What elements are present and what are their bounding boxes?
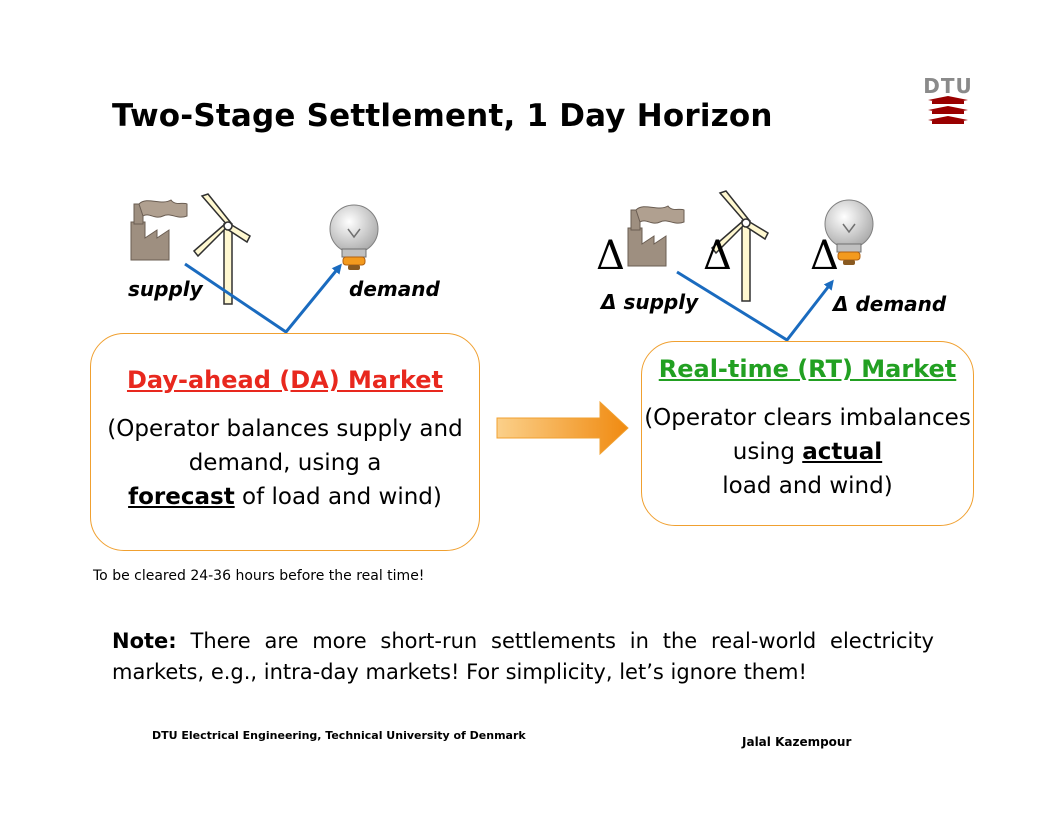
footer-institution: DTU Electrical Engineering, Technical Un… (152, 729, 526, 742)
dtu-logo-text: DTU (923, 74, 973, 98)
page-title: Two-Stage Settlement, 1 Day Horizon (112, 98, 773, 134)
footer-author: Jalal Kazempour (742, 735, 852, 749)
real-time-body-bold: actual (802, 439, 883, 465)
real-time-market-title: Real-time (RT) Market (658, 355, 957, 383)
day-ahead-body-post: of load and wind) (242, 484, 442, 510)
left-light-bulb-icon (329, 204, 379, 271)
delta-demand-symbol: Δ (810, 233, 839, 279)
delta-wind-symbol: Δ (703, 233, 732, 279)
delta-supply-factory-symbol: Δ (596, 233, 625, 279)
note-label: Note: (112, 629, 177, 653)
left-factory-icon (130, 199, 188, 261)
note-text: There are more short-run settlements in … (112, 629, 934, 684)
day-ahead-market-description: (Operator balances supply and demand, us… (91, 412, 479, 514)
real-time-body-pre: (Operator clears imbalances using (644, 405, 971, 465)
timing-note: To be cleared 24-36 hours before the rea… (93, 568, 425, 584)
left-supply-label: supply (128, 277, 203, 301)
day-ahead-market-box: Day-ahead (DA) Market (Operator balances… (90, 333, 480, 551)
real-time-body-post: load and wind) (722, 473, 893, 499)
dtu-logo-stripes (928, 96, 968, 124)
right-factory-icon (627, 205, 685, 267)
real-time-market-box: Real-time (RT) Market (Operator clears i… (641, 341, 974, 526)
real-time-market-description: (Operator clears imbalances using actual… (642, 401, 973, 503)
day-ahead-market-title: Day-ahead (DA) Market (126, 366, 444, 394)
day-ahead-body-pre: (Operator balances supply and demand, us… (107, 416, 463, 476)
day-ahead-body-bold: forecast (128, 484, 235, 510)
delta-supply-label: Δ supply (601, 290, 699, 314)
right-arrow-icon (496, 400, 629, 456)
delta-demand-label: Δ demand (833, 292, 947, 316)
left-supply-demand-arrow (184, 262, 342, 335)
right-supply-demand-arrow (676, 270, 834, 342)
left-demand-label: demand (349, 277, 440, 301)
dtu-logo-icon: DTU (922, 76, 974, 136)
note-paragraph: Note: There are more short-run settlemen… (112, 626, 934, 688)
